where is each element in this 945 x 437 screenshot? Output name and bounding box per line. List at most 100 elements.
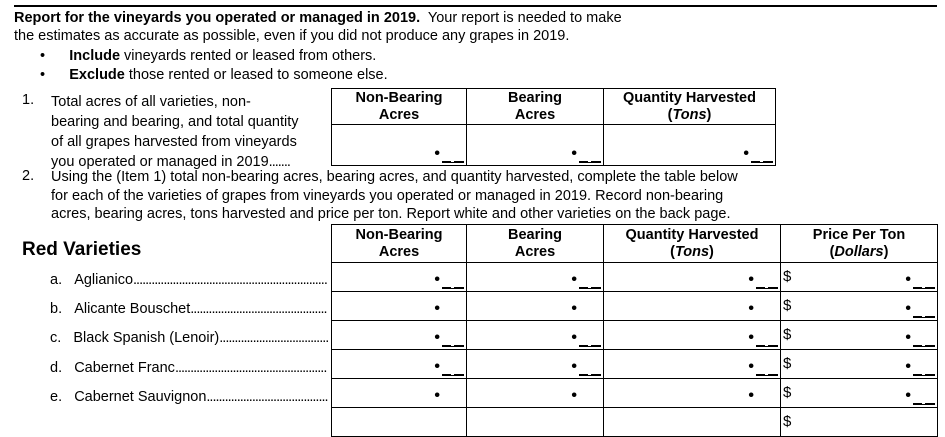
decimal-blanks bbox=[913, 345, 935, 347]
decimal-blanks bbox=[579, 374, 601, 376]
col-bearing: Bearing Acres bbox=[466, 224, 604, 263]
col-quantity: Quantity Harvested (Tons) bbox=[603, 88, 776, 125]
variety-row: • • • $ • bbox=[331, 291, 938, 321]
total-bearing-input[interactable]: • bbox=[466, 124, 604, 166]
decimal-blanks bbox=[913, 287, 935, 289]
bearing-input[interactable]: • bbox=[466, 262, 604, 292]
dollar-sign: $ bbox=[783, 355, 792, 372]
variety-name: Cabernet Franc bbox=[74, 359, 175, 376]
nonbearing-input[interactable]: • bbox=[331, 320, 467, 350]
quantity-input[interactable]: • bbox=[603, 349, 781, 379]
variety-letter: b. bbox=[50, 301, 63, 318]
variety-label: c. Black Spanish (Lenoir)...............… bbox=[50, 330, 329, 347]
total-nonbearing-input[interactable]: • bbox=[331, 124, 467, 166]
col-price: Price Per Ton (Dollars) bbox=[780, 224, 938, 263]
decimal-blanks bbox=[913, 316, 935, 318]
decimal-point: • bbox=[748, 329, 754, 346]
col-nonbearing: Non-Bearing Acres bbox=[331, 224, 467, 263]
variety-row: • • • $ • bbox=[331, 320, 938, 350]
decimal-point: • bbox=[905, 358, 911, 375]
item2-number: 2. bbox=[22, 168, 35, 184]
variety-name: Black Spanish (Lenoir) bbox=[73, 330, 220, 347]
quantity-input[interactable]: • bbox=[603, 378, 781, 408]
variety-name: Cabernet Sauvignon bbox=[74, 388, 207, 405]
variety-letter: c. bbox=[50, 330, 62, 347]
variety-label: a. Aglianico............................… bbox=[50, 272, 328, 288]
variety-name: Alicante Bouschet bbox=[74, 301, 191, 318]
variety-label: e. Cabernet Sauvignon...................… bbox=[50, 388, 329, 405]
bearing-input[interactable]: • bbox=[466, 349, 604, 379]
dollar-sign: $ bbox=[783, 297, 792, 314]
quantity-input[interactable]: • bbox=[603, 262, 781, 292]
price-input[interactable]: $ • bbox=[780, 262, 938, 292]
quantity-input[interactable]: • bbox=[603, 320, 781, 350]
variety-letter: d. bbox=[50, 359, 63, 376]
decimal-point: • bbox=[434, 271, 440, 288]
quantity-input[interactable] bbox=[603, 407, 781, 437]
bearing-input[interactable]: • bbox=[466, 320, 604, 350]
variety-letter: a. bbox=[50, 272, 63, 288]
decimal-point: • bbox=[434, 358, 440, 375]
decimal-point: • bbox=[571, 329, 577, 346]
decimal-point: • bbox=[571, 300, 577, 317]
decimal-point: • bbox=[748, 387, 754, 404]
decimal-point: • bbox=[748, 358, 754, 375]
decimal-point: • bbox=[905, 329, 911, 346]
nonbearing-input[interactable]: • bbox=[331, 291, 467, 321]
variety-label: b. Alicante Bouschet....................… bbox=[50, 301, 328, 318]
leader-dots: ........................................… bbox=[174, 359, 327, 376]
col-nonbearing: Non-Bearing Acres bbox=[331, 88, 467, 125]
top-rule bbox=[14, 5, 937, 7]
variety-row: • • • $ • bbox=[331, 378, 938, 408]
variety-row: $ bbox=[331, 407, 938, 437]
decimal-point: • bbox=[905, 300, 911, 317]
decimal-blanks bbox=[756, 345, 778, 347]
decimal-point: • bbox=[571, 358, 577, 375]
decimal-point: • bbox=[748, 300, 754, 317]
bullet-exclude: • Exclude those rented or leased to some… bbox=[40, 67, 388, 83]
intro-line-2: the estimates as accurate as possible, e… bbox=[14, 28, 570, 44]
variety-label: d. Cabernet Franc.......................… bbox=[50, 359, 327, 376]
bullet-include: • Include vineyards rented or leased fro… bbox=[40, 48, 377, 64]
decimal-blanks bbox=[913, 374, 935, 376]
bearing-input[interactable]: • bbox=[466, 291, 604, 321]
price-input[interactable]: $ • bbox=[780, 320, 938, 350]
dollar-sign: $ bbox=[783, 384, 792, 401]
decimal-point: • bbox=[571, 387, 577, 404]
leader-dots: ........................................… bbox=[133, 272, 328, 288]
dollar-sign: $ bbox=[783, 326, 792, 343]
item1-number: 1. bbox=[22, 92, 35, 108]
price-input[interactable]: $ • bbox=[780, 349, 938, 379]
decimal-point: • bbox=[905, 387, 911, 404]
decimal-point: • bbox=[748, 271, 754, 288]
nonbearing-input[interactable]: • bbox=[331, 378, 467, 408]
leader-dots: ........................................… bbox=[190, 301, 327, 318]
bearing-input[interactable]: • bbox=[466, 378, 604, 408]
leader-dots: ........................................ bbox=[206, 388, 328, 405]
item2-text: Using the (Item 1) total non-bearing acr… bbox=[51, 169, 738, 222]
decimal-point: • bbox=[905, 271, 911, 288]
decimal-blanks bbox=[913, 403, 935, 405]
total-quantity-input[interactable]: • bbox=[603, 124, 776, 166]
nonbearing-input[interactable]: • bbox=[331, 262, 467, 292]
price-input[interactable]: $ bbox=[780, 407, 938, 437]
decimal-blanks bbox=[756, 374, 778, 376]
variety-letter: e. bbox=[50, 388, 63, 405]
price-input[interactable]: $ • bbox=[780, 291, 938, 321]
decimal-blanks bbox=[442, 287, 464, 289]
decimal-point: • bbox=[434, 300, 440, 317]
variety-name: Aglianico bbox=[74, 272, 134, 288]
decimal-blanks bbox=[442, 374, 464, 376]
bearing-input[interactable] bbox=[466, 407, 604, 437]
decimal-blanks bbox=[442, 345, 464, 347]
col-quantity: Quantity Harvested (Tons) bbox=[603, 224, 781, 263]
dollar-sign: $ bbox=[783, 268, 792, 285]
decimal-point: • bbox=[434, 329, 440, 346]
quantity-input[interactable]: • bbox=[603, 291, 781, 321]
decimal-blanks bbox=[756, 287, 778, 289]
decimal-point: • bbox=[571, 271, 577, 288]
intro-line-1: Report for the vineyards you operated or… bbox=[14, 10, 622, 26]
price-input[interactable]: $ • bbox=[780, 378, 938, 408]
nonbearing-input[interactable] bbox=[331, 407, 467, 437]
nonbearing-input[interactable]: • bbox=[331, 349, 467, 379]
